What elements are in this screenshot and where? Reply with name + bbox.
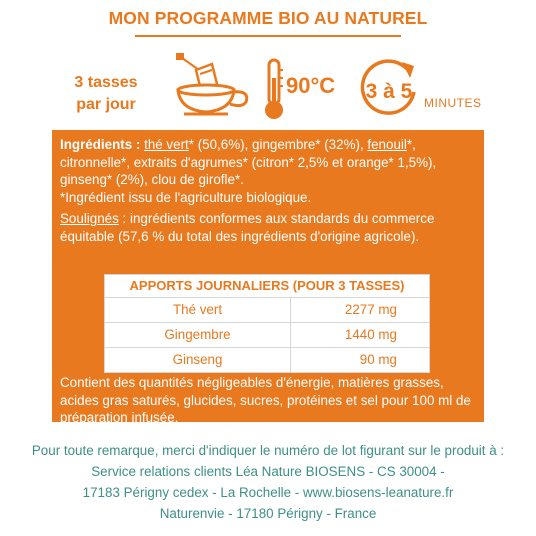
row-value: 90 mg [359,352,397,367]
teacup-with-teabag-icon [176,53,249,116]
daily-intake-header: APPORTS JOURNALIERS (POUR 3 TASSES) [105,275,429,298]
contact-info: Pour toute remarque, merci d'indiquer le… [0,440,536,524]
contact-line-4: Naturenvie - 17180 Périgny - France [159,506,377,521]
row-value: 1440 mg [344,327,397,342]
table-row: Thé vert 2277 mg [105,298,429,323]
steep-time-value: 3 à 5 [366,80,413,103]
row-name: Ginseng [105,348,291,372]
fairtrade-text: : ingrédients conformes aux standards du… [60,211,435,244]
ingredient-the-vert: thé vert [144,137,189,152]
organic-note: *Ingrédient issu de l'agriculture biolog… [60,189,312,205]
ingredient-fenouil: fenouil [367,137,407,152]
page-title: MON PROGRAMME BIO AU NATUREL [108,8,428,28]
daily-intake-table: APPORTS JOURNALIERS (POUR 3 TASSES) Thé … [104,274,430,373]
table-row: Ginseng 90 mg [105,348,429,372]
ingredients-text: Ingrédients : thé vert* (50,6%), gingemb… [60,136,480,246]
steep-unit: MINUTES [424,96,482,110]
ingredients-panel: Ingrédients : thé vert* (50,6%), gingemb… [52,130,484,425]
temperature-value: 90°C [286,73,336,98]
circular-arrow-icon: 3 à 5 [360,59,416,115]
cups-line-1: 3 tasses [74,74,138,91]
row-name: Thé vert [105,298,291,322]
fairtrade-label: Soulignés [60,211,119,227]
ingredient-rest: *, citronnelle*, extraits d'agrumes* (ci… [60,137,437,188]
nutrition-note: Contient des quantités négligeables d'én… [60,375,471,426]
contact-line-2: Service relations clients Léa Nature BIO… [91,464,445,479]
cups-line-2: par jour [76,96,136,113]
table-row: Gingembre 1440 mg [105,323,429,348]
row-name: Gingembre [105,323,291,347]
fairtrade-note: Soulignés : ingrédients conformes aux st… [60,210,480,245]
ingredient-the-vert-pct: * (50,6%), gingembre* (32%), [188,137,368,152]
contact-line-1: Pour toute remarque, merci d'indiquer le… [31,443,505,458]
title-underline [135,35,401,37]
contact-line-3: 17183 Périgny cedex - La Rochelle - www.… [82,485,454,500]
row-value: 2277 mg [344,302,397,317]
cups-per-day: 3 tasses par jour [60,72,152,116]
thermometer-icon [265,58,283,119]
ingredients-label: Ingrédients : [60,137,141,152]
